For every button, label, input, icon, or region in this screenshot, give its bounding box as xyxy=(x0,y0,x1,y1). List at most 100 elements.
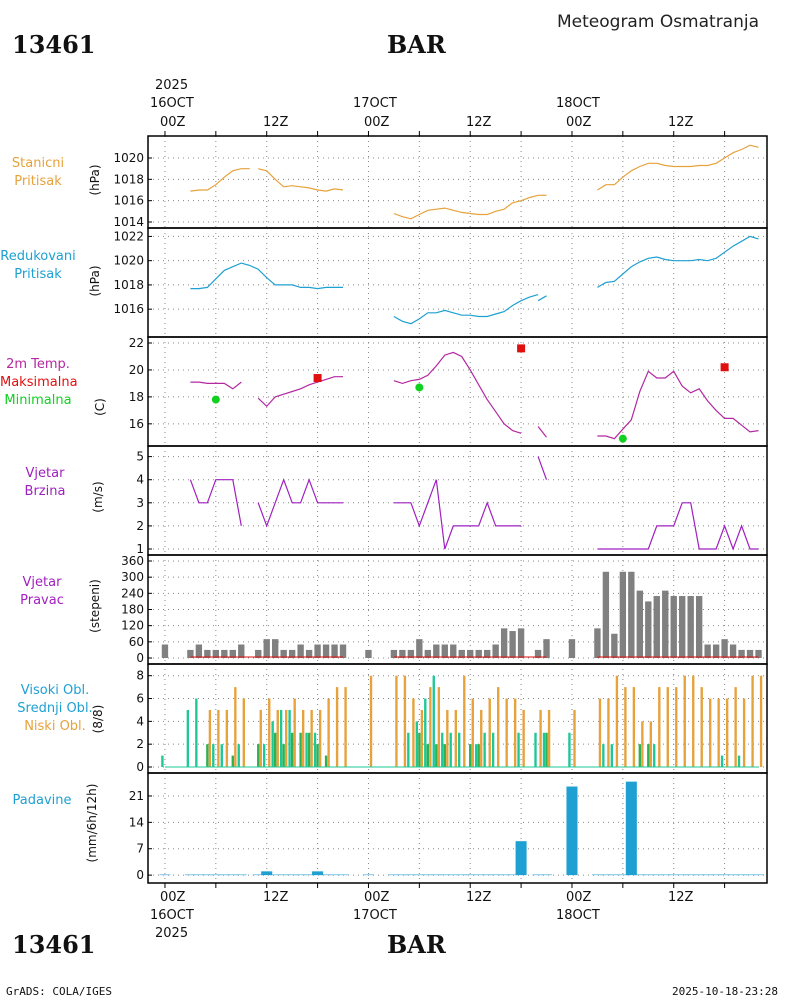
cloud-bar-niski xyxy=(318,709,322,767)
direction-bar xyxy=(365,649,372,658)
cloud-bar-niski xyxy=(522,709,525,767)
precip-bar xyxy=(261,871,273,876)
cloud-bar-niski xyxy=(301,709,305,767)
cloud-bar-srednji xyxy=(316,744,319,767)
direction-bar xyxy=(653,596,660,658)
precip-bar xyxy=(685,874,697,876)
stanicni-series-segment xyxy=(393,194,539,220)
precip-bar xyxy=(286,874,298,876)
precip-bar xyxy=(201,874,213,876)
cloud-bar-niski xyxy=(217,709,220,767)
stanicni-series-segment xyxy=(190,168,250,192)
min-temp-point xyxy=(618,434,627,443)
precip-bar xyxy=(753,874,765,876)
y-tick-label: 240 xyxy=(121,586,144,600)
direction-bar xyxy=(399,649,406,658)
precip-bar xyxy=(498,874,510,876)
label-brzina: Vjetar Brzina xyxy=(0,465,90,501)
cloud-bar-srednji xyxy=(290,732,294,767)
cloud-bar-visoki xyxy=(237,744,240,767)
precip-bar xyxy=(303,874,315,876)
cloud-bar-visoki xyxy=(737,755,741,767)
cloud-bar-niski xyxy=(632,687,636,767)
precip-bar xyxy=(541,874,553,876)
precip-bar xyxy=(719,874,731,876)
y-tick-label: 1 xyxy=(136,542,144,556)
y-tick-label: 3 xyxy=(136,496,144,510)
precip-bar xyxy=(269,874,281,876)
direction-bar xyxy=(339,644,347,658)
cloud-bar-visoki xyxy=(610,744,614,767)
max-temp-point xyxy=(313,374,322,383)
cloud-bar-visoki xyxy=(407,732,410,767)
footer-credit: GrADS: COLA/IGES xyxy=(6,985,112,998)
temp-series-segment xyxy=(190,381,242,390)
max-temp-point xyxy=(720,363,729,372)
station-name-bottom: BAR xyxy=(387,930,446,959)
precip-bar xyxy=(634,874,646,876)
cloud-bar-niski xyxy=(285,709,288,767)
precip-bar xyxy=(710,874,722,876)
cloud-bar-visoki xyxy=(534,732,537,767)
precip-bar xyxy=(218,874,230,876)
direction-bar xyxy=(161,644,169,658)
precip-bar xyxy=(447,874,459,876)
label-redukovani-1: Redukovani xyxy=(0,249,76,264)
footer-timestamp: 2025-10-18-23:28 xyxy=(672,985,778,998)
y-tick-label: 4 xyxy=(136,714,144,728)
cloud-bar-niski xyxy=(429,687,432,767)
y-tick-label: 20 xyxy=(129,363,144,377)
precip-bar xyxy=(456,874,468,876)
y-tick-label: 360 xyxy=(121,554,144,568)
cloud-bar-visoki xyxy=(186,709,190,767)
cloud-bar-niski xyxy=(369,675,373,767)
y-tick-label: 6 xyxy=(136,692,144,706)
cloud-bar-niski xyxy=(641,721,644,767)
label-pravac-1: Vjetar xyxy=(22,575,62,590)
panel-frame-brzina xyxy=(147,445,768,556)
precip-bar xyxy=(617,874,629,876)
cloud-bar-niski xyxy=(412,698,415,767)
precip-bar xyxy=(159,874,171,876)
precip-bar xyxy=(184,874,196,876)
redukovani-series-segment xyxy=(537,295,547,302)
label-redukovani: Redukovani Pritisak xyxy=(0,248,76,284)
cloud-bar-niski xyxy=(268,698,271,767)
station-name-top: BAR xyxy=(387,30,446,59)
direction-bar xyxy=(288,649,296,658)
direction-bar xyxy=(721,639,728,658)
cloud-bar-niski xyxy=(420,709,424,767)
cloud-bar-niski xyxy=(446,709,449,767)
direction-bar xyxy=(467,649,474,658)
precip-bar xyxy=(396,874,408,876)
brzina-series-segment xyxy=(257,477,343,528)
precip-bar xyxy=(278,874,290,876)
cloud-bar-niski xyxy=(700,687,703,767)
cloud-bar-srednji xyxy=(443,744,446,767)
year-label-top: 2025 xyxy=(155,78,189,93)
cloud-bar-niski xyxy=(598,698,602,767)
y-tick-label: 4 xyxy=(136,473,144,487)
cloud-bar-visoki xyxy=(449,732,452,767)
label-brzina-1: Vjetar xyxy=(25,466,65,481)
cloud-bar-srednji xyxy=(647,744,650,767)
label-temp-1: 2m Temp. xyxy=(6,357,70,372)
label-temp: 2m Temp. Maksimalna Minimalna xyxy=(0,356,78,410)
cloud-bar-niski xyxy=(242,698,246,767)
precip-bar xyxy=(600,874,612,876)
label-redukovani-2: Pritisak xyxy=(14,267,62,282)
direction-bar xyxy=(568,639,576,658)
direction-bar xyxy=(738,649,745,658)
precip-bar xyxy=(422,874,434,876)
precip-bar xyxy=(727,874,739,876)
precip-bar xyxy=(235,874,247,876)
redukovani-series-segment xyxy=(393,294,539,325)
direction-bar xyxy=(441,644,448,658)
cloud-bar-niski xyxy=(437,687,441,767)
precip-bar xyxy=(642,874,654,876)
precip-bar xyxy=(430,874,442,876)
cloud-bar-srednji xyxy=(282,744,285,767)
precip-bar xyxy=(702,874,714,876)
cloud-bar-visoki xyxy=(262,744,266,767)
